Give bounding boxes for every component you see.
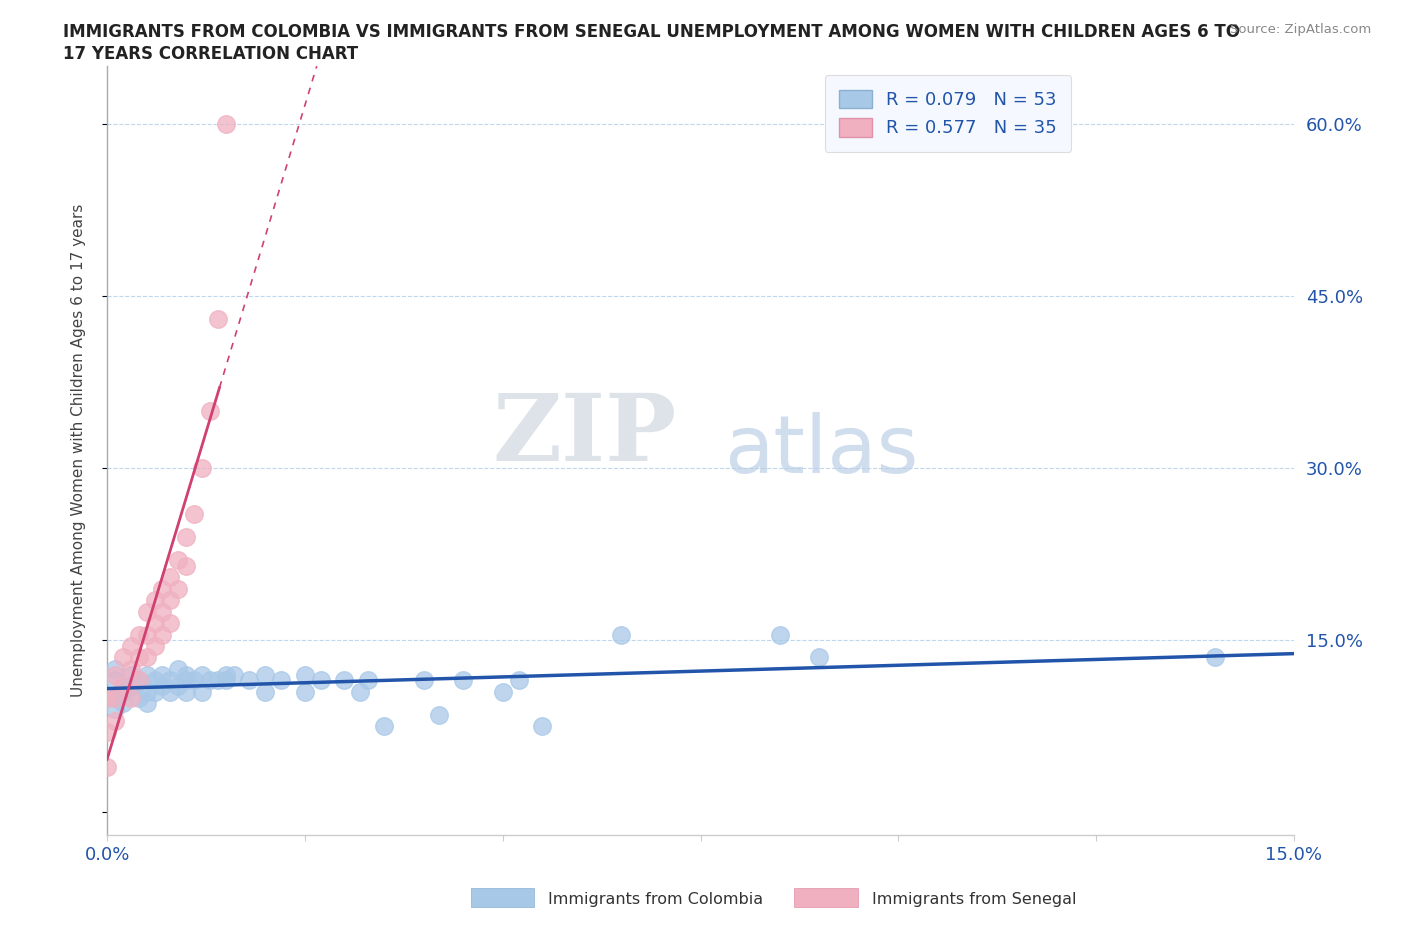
Point	[174, 558, 197, 573]
Point	[769, 627, 792, 642]
Point	[610, 627, 633, 642]
Point	[104, 690, 127, 705]
Point	[135, 696, 157, 711]
Text: atlas: atlas	[724, 412, 918, 490]
Point	[215, 116, 238, 131]
Point	[143, 684, 166, 699]
Point	[254, 667, 277, 682]
Text: IMMIGRANTS FROM COLOMBIA VS IMMIGRANTS FROM SENEGAL UNEMPLOYMENT AMONG WOMEN WIT: IMMIGRANTS FROM COLOMBIA VS IMMIGRANTS F…	[63, 23, 1240, 41]
Point	[191, 667, 214, 682]
Point	[152, 581, 174, 596]
Point	[159, 684, 181, 699]
Point	[174, 529, 197, 544]
Point	[120, 661, 142, 676]
Point	[198, 404, 221, 418]
Text: 17 YEARS CORRELATION CHART: 17 YEARS CORRELATION CHART	[63, 45, 359, 62]
Point	[222, 667, 245, 682]
Point	[120, 690, 142, 705]
Point	[270, 673, 292, 688]
Point	[215, 667, 238, 682]
Point	[174, 667, 197, 682]
Point	[198, 673, 221, 688]
Point	[143, 616, 166, 631]
Y-axis label: Unemployment Among Women with Children Ages 6 to 17 years: Unemployment Among Women with Children A…	[72, 204, 86, 698]
Point	[159, 570, 181, 585]
Point	[429, 708, 451, 723]
Point	[159, 592, 181, 607]
Point	[309, 673, 332, 688]
Point	[152, 679, 174, 694]
Text: Immigrants from Senegal: Immigrants from Senegal	[872, 892, 1076, 907]
Text: Source: ZipAtlas.com: Source: ZipAtlas.com	[1230, 23, 1371, 36]
Point	[294, 667, 316, 682]
Point	[238, 673, 260, 688]
Point	[104, 673, 127, 688]
Point	[174, 684, 197, 699]
Point	[167, 661, 190, 676]
Point	[167, 581, 190, 596]
Point	[531, 719, 554, 734]
Point	[128, 627, 150, 642]
Point	[111, 679, 134, 694]
Point	[152, 667, 174, 682]
Point	[120, 679, 142, 694]
Point	[174, 673, 197, 688]
Point	[412, 673, 434, 688]
Point	[207, 312, 229, 326]
Point	[167, 552, 190, 567]
Point	[111, 696, 134, 711]
Point	[111, 684, 134, 699]
Point	[349, 684, 371, 699]
Point	[159, 616, 181, 631]
Text: ZIP: ZIP	[492, 391, 676, 481]
Point	[96, 724, 118, 739]
Point	[120, 639, 142, 654]
Point	[191, 460, 214, 475]
Point	[120, 667, 142, 682]
Point	[143, 592, 166, 607]
Point	[104, 690, 127, 705]
Point	[152, 604, 174, 619]
Point	[104, 661, 127, 676]
Point	[183, 673, 205, 688]
Point	[111, 650, 134, 665]
Point	[183, 507, 205, 522]
Point	[128, 673, 150, 688]
Point	[215, 673, 238, 688]
Point	[104, 713, 127, 728]
Point	[143, 639, 166, 654]
Point	[492, 684, 515, 699]
Point	[808, 650, 831, 665]
Text: Immigrants from Colombia: Immigrants from Colombia	[548, 892, 763, 907]
Point	[135, 627, 157, 642]
Point	[96, 759, 118, 774]
Point	[135, 667, 157, 682]
Point	[152, 627, 174, 642]
Point	[207, 673, 229, 688]
Point	[357, 673, 380, 688]
Point	[167, 679, 190, 694]
Point	[128, 673, 150, 688]
Point	[104, 667, 127, 682]
Point	[135, 604, 157, 619]
Point	[135, 684, 157, 699]
Point	[159, 673, 181, 688]
Point	[128, 690, 150, 705]
Point	[96, 690, 118, 705]
Point	[333, 673, 356, 688]
Point	[143, 673, 166, 688]
Point	[254, 684, 277, 699]
Legend: R = 0.079   N = 53, R = 0.577   N = 35: R = 0.079 N = 53, R = 0.577 N = 35	[825, 75, 1071, 152]
Point	[135, 650, 157, 665]
Point	[128, 650, 150, 665]
Point	[104, 702, 127, 717]
Point	[294, 684, 316, 699]
Point	[1204, 650, 1226, 665]
Point	[191, 684, 214, 699]
Point	[373, 719, 395, 734]
Point	[508, 673, 530, 688]
Point	[451, 673, 474, 688]
